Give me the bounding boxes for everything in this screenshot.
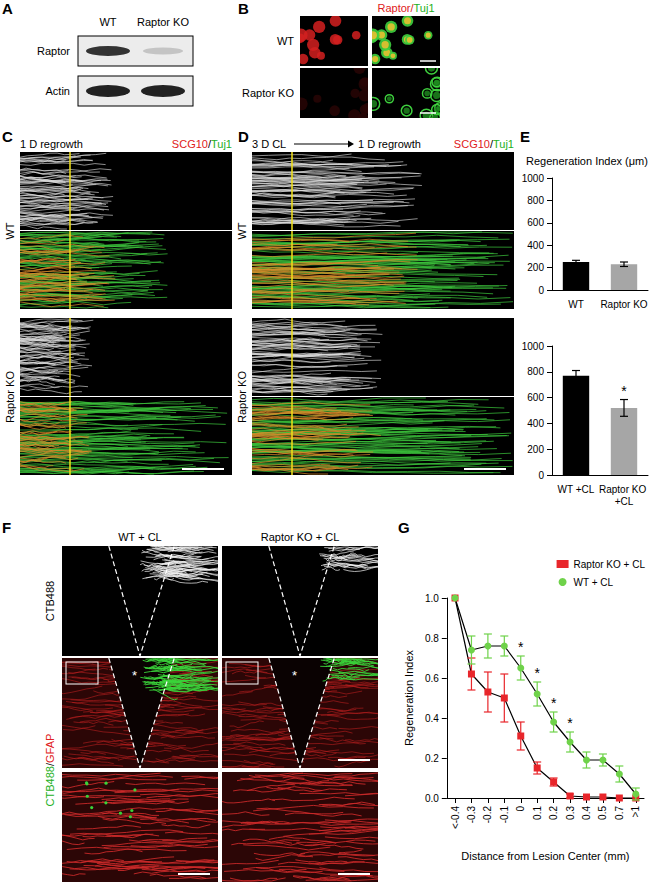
svg-text:0.3: 0.3	[565, 806, 576, 820]
svg-text:*: *	[567, 715, 573, 731]
svg-text:Raptor KO: Raptor KO	[4, 371, 16, 423]
svg-text:800: 800	[527, 195, 544, 206]
svg-text:1000: 1000	[522, 341, 545, 352]
svg-text:WT: WT	[4, 222, 16, 239]
svg-text:400: 400	[527, 240, 544, 251]
svg-text:SCG10/Tuj1: SCG10/Tuj1	[454, 138, 514, 150]
svg-text:WT: WT	[568, 299, 584, 310]
svg-text:0: 0	[538, 285, 544, 296]
svg-text:1 D regrowth: 1 D regrowth	[358, 138, 421, 150]
svg-text:0.2: 0.2	[425, 753, 439, 764]
svg-text:WT: WT	[99, 16, 116, 28]
svg-text:*: *	[132, 668, 137, 683]
svg-text:Raptor KO: Raptor KO	[600, 299, 647, 310]
svg-text:*: *	[621, 383, 627, 399]
svg-text:WT + CL: WT + CL	[574, 577, 614, 588]
svg-text:WT: WT	[236, 222, 248, 239]
svg-text:CTB488/GFAP: CTB488/GFAP	[44, 734, 56, 807]
svg-text:0.0: 0.0	[425, 793, 439, 804]
svg-text:0: 0	[538, 470, 544, 481]
svg-text:<-0.4: <-0.4	[450, 806, 461, 830]
svg-text:CTB488: CTB488	[44, 581, 56, 621]
svg-text:WT +CL: WT +CL	[558, 484, 595, 495]
svg-text:0.8: 0.8	[425, 633, 439, 644]
svg-text:0.7: 0.7	[614, 806, 625, 820]
svg-text:3 D CL: 3 D CL	[252, 138, 286, 150]
svg-text:>1: >1	[630, 806, 641, 818]
svg-text:-0.3: -0.3	[466, 806, 477, 824]
svg-text:SCG10/Tuj1: SCG10/Tuj1	[172, 138, 232, 150]
svg-text:Regeneration Index (μm): Regeneration Index (μm)	[526, 155, 648, 167]
svg-text:800: 800	[527, 366, 544, 377]
svg-text:0.4: 0.4	[425, 713, 439, 724]
svg-text:*: *	[518, 639, 524, 655]
svg-text:A: A	[2, 0, 13, 17]
svg-text:Distance from Lesion Center (m: Distance from Lesion Center (mm)	[461, 850, 629, 862]
svg-text:B: B	[238, 0, 249, 17]
svg-text:F: F	[2, 519, 11, 536]
svg-text:-0.1: -0.1	[499, 806, 510, 824]
svg-text:Raptor KO + CL: Raptor KO + CL	[261, 531, 340, 543]
svg-text:Raptor KO: Raptor KO	[236, 371, 248, 423]
svg-text:Raptor KO: Raptor KO	[137, 16, 189, 28]
svg-text:0.6: 0.6	[425, 673, 439, 684]
svg-text:1000: 1000	[522, 173, 545, 184]
svg-text:0.5: 0.5	[597, 806, 608, 820]
svg-text:Actin: Actin	[46, 85, 70, 97]
svg-text:Raptor KO: Raptor KO	[242, 87, 294, 99]
svg-text:Regeneration Index: Regeneration Index	[403, 649, 415, 746]
svg-text:-0.2: -0.2	[482, 806, 493, 824]
svg-text:600: 600	[527, 392, 544, 403]
svg-text:WT: WT	[277, 35, 294, 47]
svg-text:Raptor KO + CL: Raptor KO + CL	[574, 559, 646, 570]
svg-text:0.4: 0.4	[581, 806, 592, 820]
svg-text:1.0: 1.0	[425, 593, 439, 604]
svg-text:*: *	[551, 695, 557, 711]
svg-text:0.1: 0.1	[532, 806, 543, 820]
svg-text:Raptor KO: Raptor KO	[599, 484, 649, 495]
svg-text:Raptor: Raptor	[37, 45, 70, 57]
svg-text:1 D regrowth: 1 D regrowth	[20, 138, 83, 150]
svg-text:D: D	[238, 128, 249, 145]
svg-text:Raptor/Tuj1: Raptor/Tuj1	[377, 2, 434, 14]
svg-text:0: 0	[515, 806, 526, 812]
svg-text:WT + CL: WT + CL	[118, 531, 162, 543]
svg-text:200: 200	[527, 262, 544, 273]
svg-text:E: E	[520, 128, 530, 145]
svg-text:200: 200	[527, 444, 544, 455]
svg-text:400: 400	[527, 418, 544, 429]
svg-text:600: 600	[527, 217, 544, 228]
svg-text:C: C	[2, 128, 13, 145]
svg-text:*: *	[534, 665, 540, 681]
svg-text:+CL: +CL	[615, 496, 634, 507]
svg-text:*: *	[292, 668, 297, 683]
svg-text:G: G	[398, 519, 410, 536]
svg-text:0.2: 0.2	[548, 806, 559, 820]
